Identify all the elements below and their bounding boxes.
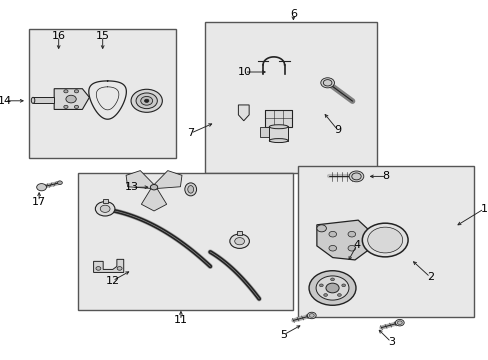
Polygon shape [141, 187, 166, 211]
Ellipse shape [184, 183, 196, 196]
Circle shape [141, 96, 152, 105]
Bar [205, 22, 376, 173]
Text: 15: 15 [96, 31, 109, 41]
Circle shape [319, 284, 323, 287]
Ellipse shape [269, 139, 287, 143]
Circle shape [328, 231, 336, 237]
Bar [102, 199, 107, 203]
Bar [264, 110, 292, 127]
Circle shape [328, 246, 336, 251]
Text: 3: 3 [387, 337, 394, 347]
Circle shape [337, 294, 341, 296]
Ellipse shape [269, 125, 287, 129]
Text: 6: 6 [289, 9, 296, 19]
Text: 11: 11 [174, 315, 187, 325]
Circle shape [234, 238, 244, 245]
Text: 8: 8 [382, 171, 389, 181]
Bar [33, 97, 54, 103]
Circle shape [100, 205, 110, 212]
Circle shape [66, 95, 76, 103]
Polygon shape [238, 105, 248, 121]
Polygon shape [126, 171, 155, 189]
Circle shape [320, 78, 334, 88]
Circle shape [325, 283, 338, 293]
Circle shape [74, 90, 79, 93]
Text: 13: 13 [125, 182, 139, 192]
Polygon shape [316, 220, 370, 260]
Polygon shape [260, 127, 270, 136]
Circle shape [309, 314, 314, 317]
Bar [298, 166, 473, 317]
Circle shape [323, 80, 331, 86]
Circle shape [362, 223, 407, 257]
Circle shape [136, 93, 157, 109]
Text: 5: 5 [280, 330, 286, 340]
Circle shape [347, 246, 355, 251]
Circle shape [37, 184, 46, 191]
Circle shape [58, 181, 62, 184]
Text: 10: 10 [237, 67, 251, 77]
Bar [29, 29, 176, 158]
Circle shape [74, 105, 79, 108]
Circle shape [63, 90, 68, 93]
Text: 16: 16 [52, 31, 65, 41]
Circle shape [144, 99, 148, 102]
Polygon shape [153, 171, 182, 189]
Circle shape [367, 227, 402, 253]
Circle shape [316, 225, 325, 232]
Circle shape [96, 267, 101, 270]
Text: 4: 4 [353, 240, 360, 250]
Circle shape [323, 294, 327, 296]
Circle shape [351, 173, 361, 180]
Circle shape [63, 105, 68, 108]
Text: 14: 14 [0, 96, 12, 106]
Bar [237, 231, 242, 235]
Circle shape [229, 234, 249, 248]
Circle shape [330, 278, 334, 281]
Circle shape [95, 202, 115, 216]
Text: 2: 2 [426, 272, 433, 282]
Circle shape [395, 319, 404, 326]
Circle shape [308, 271, 355, 305]
Circle shape [348, 171, 363, 182]
Polygon shape [54, 89, 89, 109]
Circle shape [341, 284, 345, 287]
Circle shape [150, 185, 157, 190]
Text: 9: 9 [333, 125, 340, 135]
Ellipse shape [187, 186, 193, 193]
Circle shape [117, 267, 122, 270]
Bar [78, 173, 293, 310]
Bar [269, 126, 287, 140]
Text: 1: 1 [480, 204, 487, 214]
Circle shape [397, 321, 402, 324]
Circle shape [315, 276, 348, 300]
Text: 17: 17 [32, 197, 46, 207]
Polygon shape [93, 259, 123, 273]
Text: 12: 12 [105, 276, 119, 286]
Circle shape [131, 89, 162, 112]
Ellipse shape [31, 97, 35, 103]
Circle shape [347, 231, 355, 237]
Text: 7: 7 [187, 128, 194, 138]
Circle shape [307, 312, 316, 319]
